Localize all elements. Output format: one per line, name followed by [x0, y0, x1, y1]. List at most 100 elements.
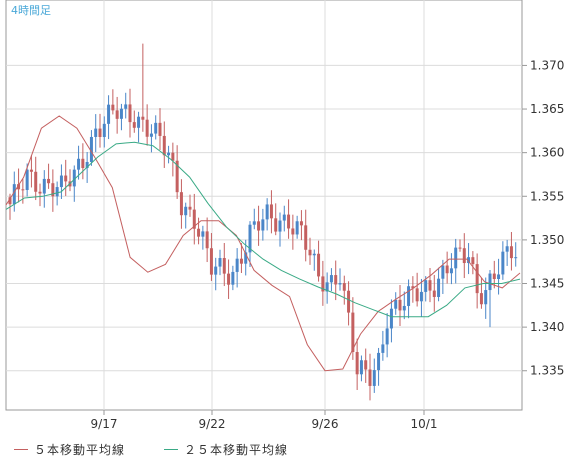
candle-body: [329, 275, 333, 283]
candle-body: [484, 290, 488, 305]
candle-body: [17, 184, 21, 190]
legend-swatch-ma5: [14, 448, 28, 450]
candle-body: [171, 152, 175, 161]
candle-body: [462, 248, 466, 264]
candle-body: [102, 123, 106, 137]
candle-body: [209, 248, 213, 275]
candle-body: [89, 136, 93, 163]
candle-body: [265, 204, 269, 220]
legend: ５本移動平均線 ２５本移動平均線: [0, 438, 574, 462]
candle-body: [347, 290, 351, 313]
candle-body: [167, 152, 171, 156]
candle-body: [128, 104, 132, 123]
candle-body: [295, 221, 299, 235]
candle-body: [428, 280, 432, 291]
candle-body: [437, 278, 441, 297]
candle-body: [72, 169, 76, 187]
candle-body: [231, 271, 235, 285]
moving-average-lines: [5, 115, 521, 372]
candle-body: [12, 184, 16, 205]
candle-body: [205, 231, 209, 249]
candle-body: [475, 264, 479, 294]
candle-body: [149, 133, 153, 137]
candle-body: [419, 291, 423, 302]
y-tick-label: 1.355: [530, 189, 564, 203]
y-tick-label: 1.365: [530, 102, 564, 116]
candle-body: [175, 160, 179, 193]
candle-body: [47, 178, 51, 184]
candle-body: [497, 274, 501, 280]
candle-body: [342, 283, 346, 291]
candle-body: [411, 286, 415, 289]
candle-body: [394, 299, 398, 309]
candle-body: [407, 286, 411, 306]
legend-item-ma25: ２５本移動平均線: [164, 440, 288, 458]
candle-body: [321, 276, 325, 292]
x-tick-label: 10/1: [411, 417, 438, 431]
candle-body: [51, 183, 55, 197]
candle-body: [359, 360, 363, 375]
candle-body: [424, 280, 428, 292]
candle-body: [501, 251, 505, 275]
legend-item-ma5: ５本移動平均線: [14, 440, 125, 458]
candle-body: [111, 104, 115, 111]
candle-body: [248, 224, 252, 253]
candle-body: [377, 352, 381, 371]
candle-body: [214, 266, 218, 275]
candle-body: [227, 273, 231, 285]
y-tick-label: 1.335: [530, 364, 564, 378]
y-axis: 1.335 1.340 1.345 1.350 1.355 1.360 1.365 1.370: [522, 58, 564, 378]
candle-body: [29, 169, 33, 172]
candle-body: [274, 218, 278, 232]
candle-body: [98, 128, 102, 137]
candle-body: [381, 344, 385, 353]
candle-body: [34, 171, 38, 192]
candle-body: [514, 257, 518, 259]
candle-body: [334, 275, 338, 285]
candle-body: [222, 258, 226, 274]
legend-label-ma5: ５本移動平均線: [34, 442, 126, 457]
plot-area: [5, 0, 523, 411]
candle-body: [325, 282, 329, 292]
candle-body: [158, 122, 162, 136]
candle-body: [42, 178, 46, 194]
candle-body: [398, 299, 402, 311]
candle-body: [188, 206, 192, 210]
candle-body: [132, 122, 136, 128]
candle-body: [59, 175, 63, 188]
candle-body: [145, 119, 149, 137]
candle-body: [432, 290, 436, 297]
candle-body: [402, 305, 406, 311]
candle-body: [287, 214, 291, 229]
candle-body: [368, 369, 372, 386]
candle-body: [505, 246, 509, 252]
candle-body: [278, 220, 282, 232]
candle-body: [291, 228, 295, 235]
x-axis: 9/17 9/22 9/26 10/1: [91, 410, 438, 431]
candle-body: [38, 191, 42, 194]
candle-body: [509, 246, 513, 259]
candle-body: [107, 104, 111, 124]
candle-body: [257, 221, 261, 231]
candle-body: [317, 253, 321, 277]
candle-body: [467, 257, 471, 264]
candle-body: [479, 293, 483, 305]
candle-body: [282, 214, 286, 221]
candle-body: [235, 258, 239, 272]
candle-body: [299, 221, 303, 226]
candle-body: [25, 169, 29, 191]
candle-body: [269, 204, 273, 219]
candle-body: [415, 288, 419, 302]
candle-body: [458, 247, 462, 249]
candle-body: [441, 265, 445, 279]
candle-body: [154, 122, 158, 134]
timeframe-label: 4時間足: [11, 4, 51, 17]
candle-body: [55, 187, 59, 197]
candle-body: [201, 231, 205, 237]
candle-body: [192, 209, 196, 229]
candle-body: [119, 108, 123, 119]
candle-body: [261, 219, 265, 231]
legend-label-ma25: ２５本移動平均線: [184, 442, 289, 457]
candle-body: [64, 175, 68, 182]
candle-body: [312, 253, 316, 256]
